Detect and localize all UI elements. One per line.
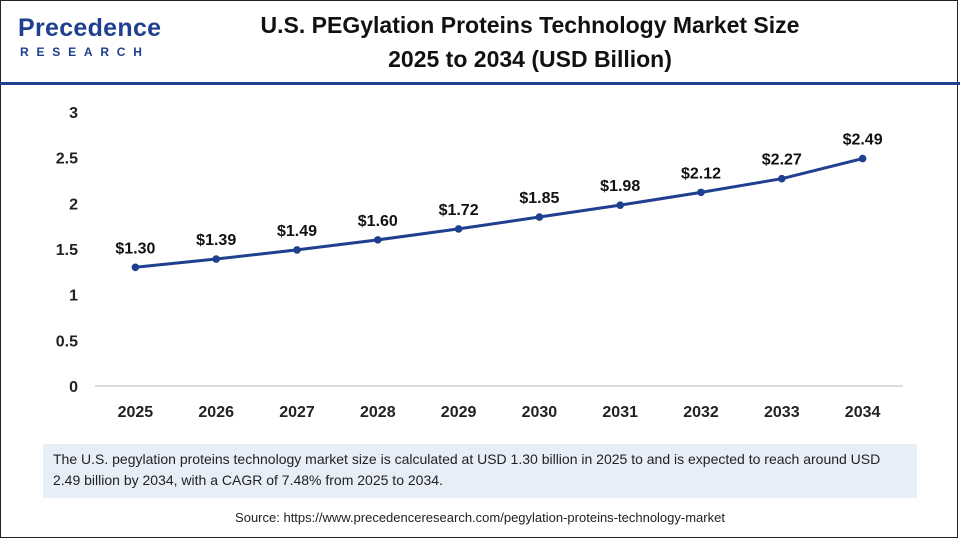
x-tick-label: 2033	[764, 404, 800, 421]
y-tick-label: 2.5	[56, 151, 78, 168]
x-tick-label: 2031	[602, 404, 638, 421]
data-label: $1.49	[277, 223, 317, 240]
data-label: $1.98	[600, 178, 640, 195]
data-label: $2.27	[762, 152, 802, 169]
x-tick-label: 2032	[683, 404, 719, 421]
chart-title-line2: 2025 to 2034 (USD Billion)	[388, 46, 672, 72]
x-tick-label: 2026	[198, 404, 234, 421]
data-label: $2.49	[843, 132, 883, 149]
y-tick-label: 1	[69, 288, 78, 305]
x-tick-label: 2030	[522, 404, 558, 421]
y-tick-label: 1.5	[56, 242, 78, 259]
header-divider	[0, 82, 960, 85]
data-label: $1.30	[115, 240, 155, 257]
chart-title: U.S. PEGylation Proteins Technology Mark…	[250, 8, 810, 76]
brand-name: Precedence	[18, 14, 162, 42]
line-chart: 0 0.5 1 1.5 2 2.5 3 2025 2026 2027 2028 2029 2030 203…	[56, 105, 903, 421]
data-point	[535, 213, 544, 221]
data-point	[454, 225, 463, 233]
x-tick-label: 2025	[118, 404, 154, 421]
data-label: $1.39	[196, 232, 236, 249]
y-tick-label: 3	[69, 105, 78, 122]
data-point	[131, 263, 140, 272]
data-point	[616, 201, 624, 209]
data-point	[212, 255, 220, 263]
chart-title-line1: U.S. PEGylation Proteins Technology Mark…	[260, 12, 800, 38]
y-tick-label: 2	[69, 196, 78, 213]
y-tick-label: 0	[69, 379, 78, 396]
data-point	[858, 154, 867, 163]
summary-box: The U.S. pegylation proteins technology …	[43, 444, 917, 498]
x-tick-label: 2027	[279, 404, 315, 421]
y-tick-label: 0.5	[56, 333, 78, 350]
data-label: $1.85	[519, 190, 559, 207]
series-line	[135, 157, 863, 269]
data-point	[697, 188, 705, 197]
brand-logo: Precedence RESEARCH	[18, 14, 178, 64]
data-point	[778, 174, 786, 183]
x-tick-label: 2034	[845, 404, 881, 421]
data-label: $2.12	[681, 165, 721, 182]
source-note: Source: https://www.precedenceresearch.c…	[235, 510, 725, 525]
brand-subtitle: RESEARCH	[20, 45, 150, 59]
data-point	[374, 236, 382, 244]
x-tick-label: 2029	[441, 404, 477, 421]
data-point	[293, 246, 301, 254]
data-label: $1.60	[358, 213, 398, 230]
data-label: $1.72	[439, 202, 479, 219]
x-tick-label: 2028	[360, 404, 396, 421]
